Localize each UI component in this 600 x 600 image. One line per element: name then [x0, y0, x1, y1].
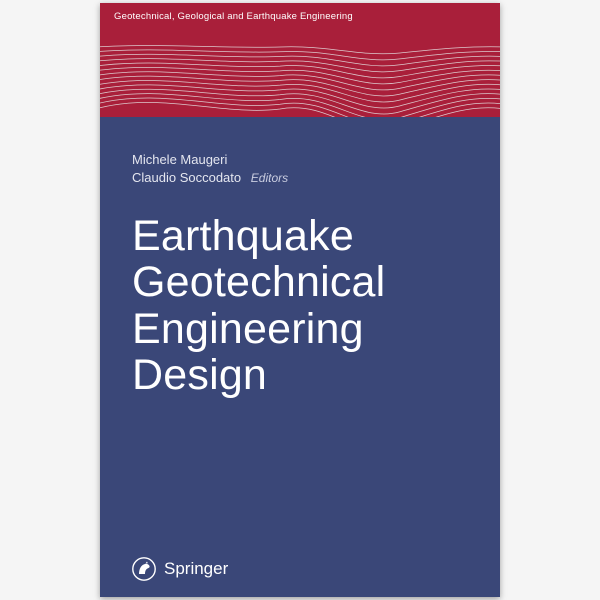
- springer-logo-icon: [132, 557, 156, 581]
- editors-block: Michele Maugeri Claudio Soccodato Editor…: [132, 151, 288, 186]
- publisher-name: Springer: [164, 559, 228, 579]
- title-line: Earthquake: [132, 213, 480, 259]
- publisher-block: Springer: [132, 557, 228, 581]
- series-band: Geotechnical, Geological and Earthquake …: [100, 3, 500, 117]
- title-line: Engineering: [132, 306, 480, 352]
- title-line: Geotechnical: [132, 259, 480, 305]
- title-line: Design: [132, 352, 480, 398]
- editor-name: Michele Maugeri: [132, 151, 288, 169]
- editor-name: Claudio Soccodato: [132, 170, 241, 185]
- wave-pattern: [100, 39, 500, 117]
- book-cover: Geotechnical, Geological and Earthquake …: [100, 3, 500, 597]
- editors-role: Editors: [251, 171, 288, 185]
- series-label: Geotechnical, Geological and Earthquake …: [114, 11, 353, 22]
- book-title: Earthquake Geotechnical Engineering Desi…: [132, 213, 480, 399]
